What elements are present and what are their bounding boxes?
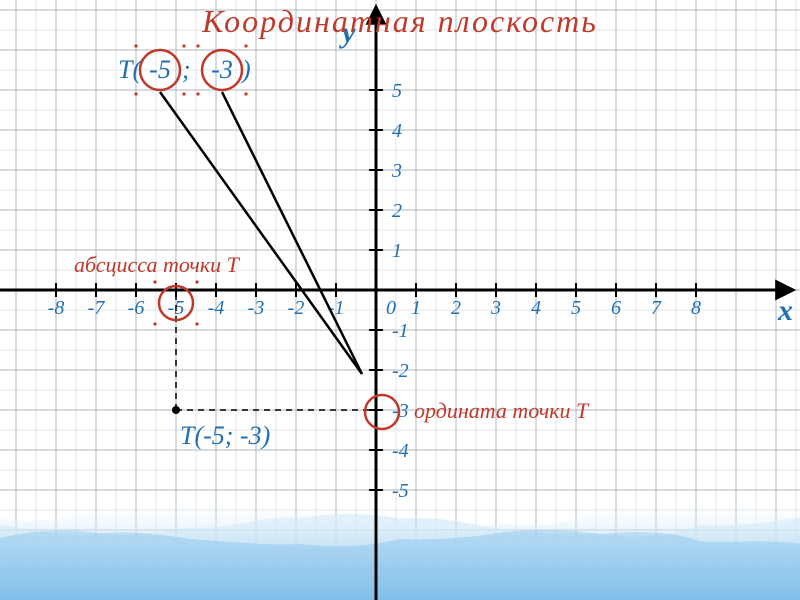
tick-label-y: -4 [392,440,409,462]
tick-label-x: 1 [411,297,421,319]
coordinate-plane-diagram: -8-7-6-5-4-3-2-1012345678-5-4-3-2-112345… [0,0,800,600]
point-t-label: T(-5; -3) [180,421,270,450]
tick-label-y: 3 [391,160,402,182]
ordinate-annotation: ордината точки T [414,398,590,423]
tick-label-y: 2 [392,200,402,222]
svg-text:-3: -3 [211,55,233,84]
tick-label-x: -4 [208,297,225,319]
wave-decoration [0,500,800,600]
tick-label-x: -6 [128,297,145,319]
x-axis-label: x [777,294,793,327]
tick-label-x: 6 [611,297,621,319]
tick-label-x: 5 [571,297,581,319]
tick-label-x: 3 [490,297,501,319]
tick-label-x: -3 [248,297,265,319]
tick-label-y: 1 [392,240,402,262]
tick-label-y: -3 [392,400,409,422]
point-t [172,406,180,414]
svg-text:-5: -5 [149,55,171,84]
tick-label-0: 0 [386,297,396,319]
point-t-top-label: T(-5;-3) [118,44,251,95]
abscissa-annotation: абсцисса точки T [74,252,241,277]
tick-label-y: 5 [392,80,402,102]
tick-label-x: 8 [691,297,701,319]
tick-label-x: 7 [651,297,662,319]
tick-label-x: 2 [451,297,461,319]
tick-label-x: 4 [531,297,541,319]
tick-label-x: -7 [88,297,106,319]
pointer-lines [160,92,362,374]
tick-label-y: -1 [392,320,409,342]
page-title: Координатная плоскость [201,3,598,39]
svg-text:;: ; [182,55,191,84]
tick-label-x: -2 [288,297,305,319]
tick-label-y: -5 [392,480,409,502]
tick-label-x: -8 [48,297,65,319]
tick-label-y: 4 [392,120,402,142]
tick-label-y: -2 [392,360,409,382]
